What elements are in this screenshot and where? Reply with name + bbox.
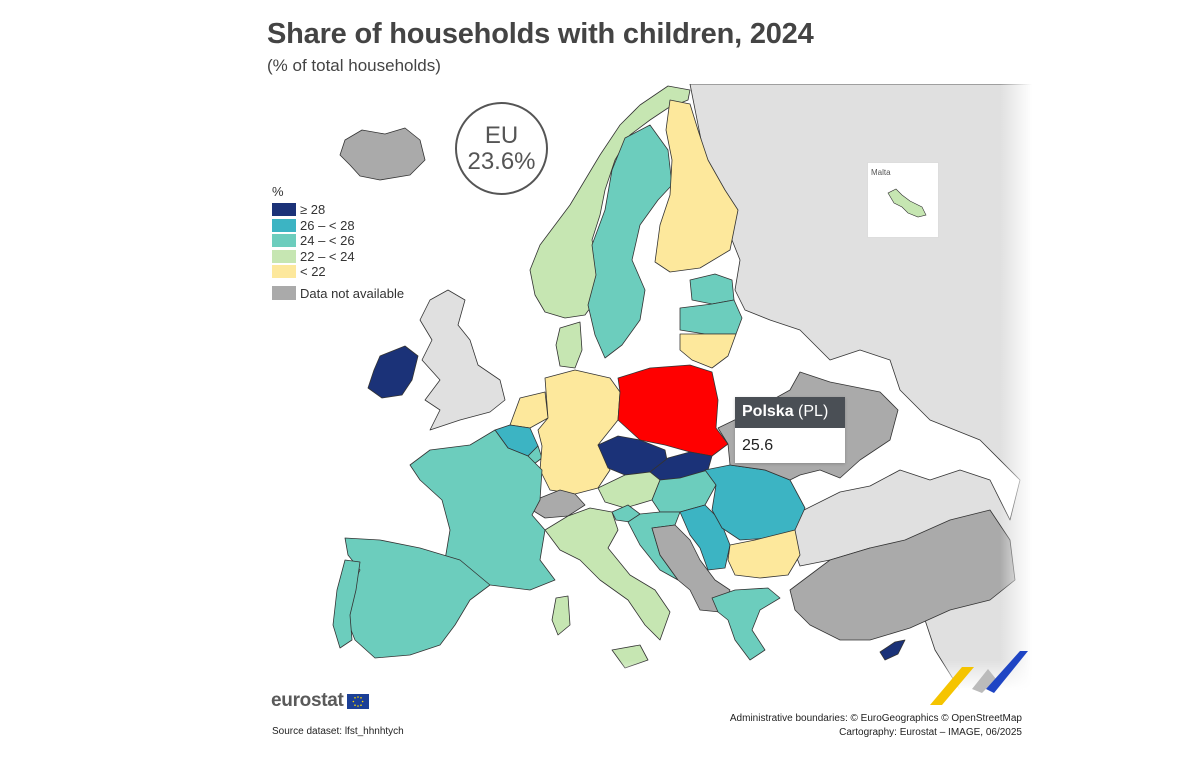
legend-item: 22 – < 24 — [272, 249, 404, 265]
region-lv — [679, 299, 743, 335]
credits: Administrative boundaries: © EuroGeograp… — [730, 712, 1022, 739]
boundaries-credit: Administrative boundaries: © EuroGeograp… — [729, 713, 1022, 724]
map[interactable]: Malta — [266, 84, 1032, 690]
region-at — [597, 471, 661, 509]
legend-swatch — [272, 286, 296, 301]
legend-item-not-available: Data not available — [272, 286, 404, 302]
tooltip-header: Polska (PL) — [735, 397, 845, 428]
tooltip-country: Polska — [742, 403, 794, 420]
region-it-sardinia — [551, 595, 571, 636]
legend-swatch — [272, 218, 296, 232]
tooltip-value: 25.6 — [735, 428, 845, 463]
region-bg — [727, 529, 801, 579]
region-lt — [679, 333, 737, 369]
image-logo-icon — [930, 651, 1028, 705]
legend-item: 24 – < 26 — [272, 233, 404, 249]
malta-shape — [887, 188, 927, 218]
legend-label: Data not available — [300, 285, 405, 301]
eurostat-wordmark: eurostat — [271, 690, 344, 711]
eu-badge-label: EU — [484, 121, 519, 149]
region-it — [544, 507, 671, 641]
cartography-credit: Cartography: Eurostat – IMAGE, 06/2025 — [839, 726, 1022, 738]
region-is — [339, 127, 426, 181]
map-canvas[interactable] — [266, 84, 1032, 690]
legend-label: 22 – < 24 — [300, 248, 355, 264]
eu-flag-icon — [346, 693, 369, 709]
legend-item: 26 – < 28 — [272, 218, 404, 234]
legend-item: < 22 — [272, 264, 404, 280]
legend-swatch — [272, 249, 296, 263]
region-ee — [689, 273, 735, 305]
malta-inset-label: Malta — [871, 168, 891, 177]
region-dk — [555, 321, 583, 369]
region-nl — [509, 391, 549, 429]
malta-inset: Malta — [867, 162, 939, 238]
region-cy — [879, 639, 906, 661]
chart-title: Share of households with children, 2024 — [267, 18, 814, 50]
legend-label: < 22 — [300, 264, 326, 280]
eu-badge-value: 23.6% — [467, 147, 536, 175]
legend-unit: % — [272, 184, 284, 199]
region-de — [537, 369, 621, 495]
eurostat-logo: eurostat — [271, 690, 369, 712]
tooltip-code: (PL) — [798, 403, 829, 420]
region-ie — [367, 345, 419, 399]
map-tooltip: Polska (PL) 25.6 — [735, 397, 845, 463]
region-fi — [654, 99, 739, 273]
chart-subtitle: (% of total households) — [267, 56, 441, 75]
source-note: Source dataset: lfst_hhnhtych — [272, 726, 404, 737]
eu-average-badge: EU 23.6% — [455, 102, 548, 195]
legend-swatch — [272, 203, 296, 217]
legend-item: ≥ 28 — [272, 202, 404, 218]
legend-swatch — [272, 234, 296, 248]
region-fr — [409, 429, 556, 591]
region-pl[interactable] — [617, 364, 729, 457]
legend: % ≥ 28 26 – < 28 24 – < 26 22 – < 24 < 22 Da… — [272, 184, 404, 301]
region-pt — [332, 559, 361, 649]
legend-label: 24 – < 26 — [300, 233, 355, 249]
region-el — [711, 587, 781, 661]
region-uk — [419, 289, 506, 431]
legend-swatch — [272, 265, 296, 279]
region-rs — [679, 504, 731, 571]
legend-label: 26 – < 28 — [300, 217, 355, 233]
region-no — [529, 85, 691, 319]
legend-label: ≥ 28 — [300, 202, 326, 218]
